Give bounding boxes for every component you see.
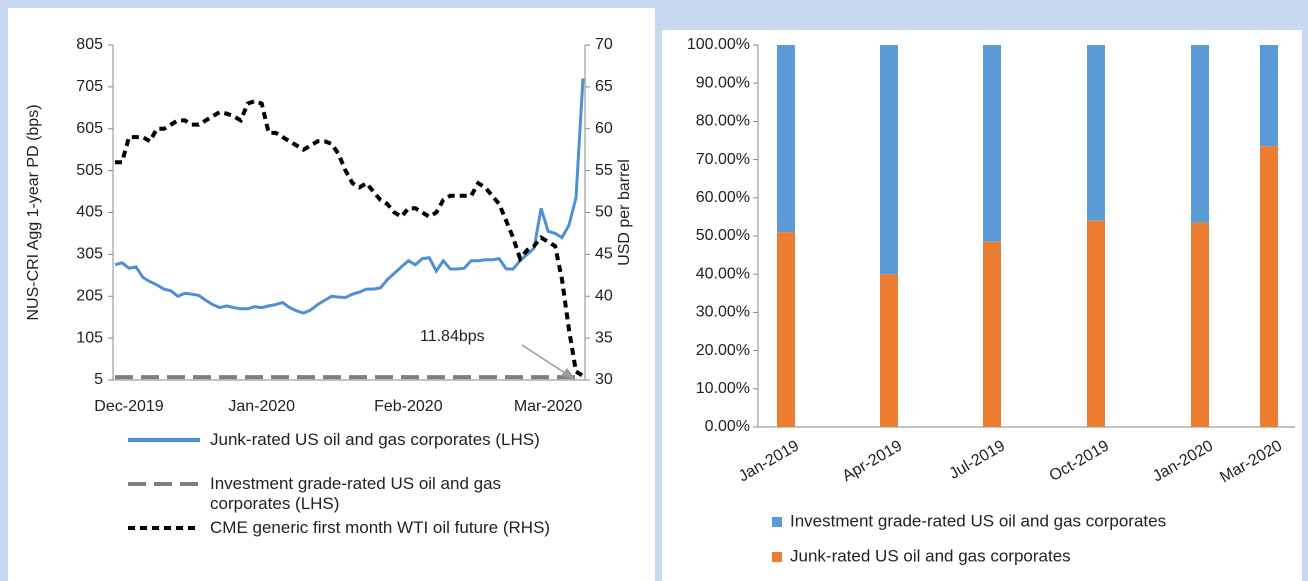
y-tick-label: 505 (76, 162, 103, 179)
x-tick-label: Jan-2019 (736, 437, 802, 485)
bar (1191, 222, 1209, 427)
x-tick-label: Oct-2019 (1047, 437, 1113, 485)
y-tick-label: 60.00% (696, 189, 750, 206)
legend-label: CME generic first month WTI oil future (… (210, 518, 551, 537)
y-tick-label: 40.00% (696, 265, 750, 282)
x-tick-label: Jul-2019 (946, 437, 1008, 482)
legend-swatch (772, 552, 782, 562)
bar (880, 45, 898, 275)
y-tick-label: 605 (76, 120, 103, 137)
series-line (115, 98, 585, 378)
legend-swatch (772, 517, 782, 527)
bar (1087, 220, 1105, 427)
y-tick-label: 90.00% (696, 74, 750, 91)
series-line (114, 78, 585, 315)
bar (777, 232, 795, 427)
legend-label: Junk-rated US oil and gas corporates (LH… (210, 430, 540, 449)
y2-tick-label: 30 (595, 371, 613, 388)
bar (1087, 45, 1105, 221)
y2-tick-label: 40 (595, 287, 613, 304)
x-tick-label: Mar-2020 (514, 398, 583, 415)
y-tick-label: 105 (76, 329, 103, 346)
x-tick-label: Feb-2020 (374, 398, 443, 415)
y-axis-label: NUS-CRI Agg 1-year PD (bps) (25, 104, 42, 320)
y-tick-label: 205 (76, 287, 103, 304)
legend-label: Investment grade-rated US oil and gas co… (790, 511, 1166, 530)
bar (983, 241, 1001, 427)
y-tick-label: 80.00% (696, 113, 750, 130)
bar (1260, 146, 1278, 428)
y-tick-label: 0.00% (705, 418, 750, 435)
y-tick-label: 70.00% (696, 151, 750, 168)
y2-axis-label: USD per barrel (616, 159, 633, 266)
x-tick-label: Apr-2019 (840, 437, 906, 485)
bar (1260, 45, 1278, 147)
x-tick-label: Mar-2020 (1217, 437, 1285, 486)
legend-label: Investment grade-rated US oil and gas co… (210, 474, 502, 513)
annotation-arrow (521, 344, 569, 376)
bar (777, 45, 795, 233)
x-tick-label: Jan-2020 (228, 398, 295, 415)
y2-tick-label: 50 (595, 204, 613, 221)
annotation: 11.84bps (420, 328, 485, 345)
y2-tick-label: 35 (595, 329, 613, 346)
y-tick-label: 100.00% (687, 36, 750, 53)
y2-tick-label: 65 (595, 78, 613, 95)
y-tick-label: 405 (76, 204, 103, 221)
y-tick-label: 50.00% (696, 227, 750, 244)
y-tick-label: 20.00% (696, 342, 750, 359)
legend-label: Junk-rated US oil and gas corporates (790, 546, 1071, 565)
bar (983, 45, 1001, 242)
y-tick-label: 305 (76, 246, 103, 263)
annotation-arrowhead (561, 368, 576, 380)
y-tick-label: 805 (76, 36, 103, 53)
y-tick-label: 10.00% (696, 380, 750, 397)
y2-tick-label: 55 (595, 162, 613, 179)
y-tick-label: 5 (94, 371, 103, 388)
y-tick-label: 705 (76, 78, 103, 95)
y2-tick-label: 45 (595, 246, 613, 263)
x-tick-label: Dec-2019 (94, 398, 163, 415)
y-tick-label: 30.00% (696, 304, 750, 321)
bar (880, 274, 898, 427)
bar (1191, 45, 1209, 223)
y2-tick-label: 60 (595, 120, 613, 137)
y2-tick-label: 70 (595, 36, 613, 53)
left-panel (8, 8, 655, 581)
x-tick-label: Jan-2020 (1150, 437, 1216, 485)
